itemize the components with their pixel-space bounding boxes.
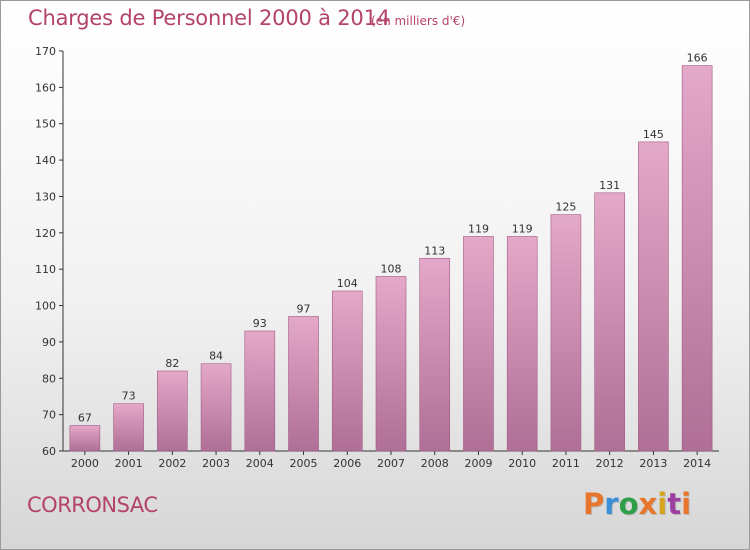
y-tick-label: 140 — [35, 154, 56, 167]
x-tick-label: 2007 — [377, 457, 405, 470]
y-tick-label: 90 — [42, 336, 56, 349]
x-tick-label: 2005 — [290, 457, 318, 470]
bar-2007 — [375, 276, 407, 452]
data-label: 73 — [122, 390, 136, 403]
y-tick-label: 170 — [35, 45, 56, 58]
proxiti-logo[interactable]: Proxiti — [583, 487, 691, 521]
data-label: 104 — [337, 277, 358, 290]
y-tick-label: 150 — [35, 118, 56, 131]
data-label: 82 — [165, 357, 179, 370]
x-tick-label: 2000 — [71, 457, 99, 470]
x-tick-label: 2014 — [683, 457, 711, 470]
bars: 67 73 82 84 93 97 104 108 113 119 119 125 131 145 166 — [69, 52, 713, 452]
bar-2008 — [419, 257, 451, 452]
chart-subtitle: (en milliers d'€) — [371, 14, 466, 28]
x-tick-label: 2011 — [552, 457, 580, 470]
bar-2000 — [69, 425, 101, 452]
bar-2004 — [244, 330, 276, 452]
data-label: 108 — [381, 262, 402, 275]
data-label: 113 — [424, 244, 445, 257]
bar-2012 — [594, 192, 625, 452]
bar-2003 — [200, 363, 232, 452]
bar-2014 — [681, 65, 713, 452]
data-label: 119 — [468, 222, 489, 235]
y-tick-label: 60 — [42, 445, 56, 458]
bar-2010 — [506, 236, 538, 452]
bar-2001 — [113, 403, 144, 452]
y-tick-label: 70 — [42, 409, 56, 422]
data-label: 84 — [209, 350, 223, 363]
bar-2005 — [288, 316, 319, 452]
data-label: 131 — [599, 179, 620, 192]
y-tick-label: 110 — [35, 263, 56, 276]
y-tick-label: 120 — [35, 227, 56, 240]
y-tick-label: 80 — [42, 372, 56, 385]
x-tick-label: 2001 — [115, 457, 143, 470]
data-label: 67 — [78, 412, 92, 425]
bar-2011 — [550, 214, 582, 452]
data-label: 125 — [555, 201, 576, 214]
logo-letter: i — [657, 487, 668, 521]
data-label: 97 — [297, 302, 311, 315]
logo-letter: r — [604, 487, 619, 521]
bar-2006 — [331, 290, 363, 452]
logo-letter: o — [618, 487, 639, 521]
bar-2013 — [638, 141, 669, 452]
y-tick-label: 160 — [35, 81, 56, 94]
data-label: 119 — [512, 222, 533, 235]
y-tick-label: 100 — [35, 300, 56, 313]
data-label: 145 — [643, 128, 664, 141]
x-tick-label: 2002 — [158, 457, 186, 470]
logo-letter: P — [583, 487, 605, 521]
data-label: 166 — [687, 52, 708, 65]
logo-letter: t — [667, 487, 682, 521]
x-tick-label: 2004 — [246, 457, 274, 470]
x-tick-label: 2010 — [508, 457, 536, 470]
x-tick-label: 2012 — [596, 457, 624, 470]
x-tick-label: 2009 — [464, 457, 492, 470]
bar-2002 — [157, 370, 188, 452]
logo-letter: i — [681, 487, 692, 521]
x-tick-label: 2008 — [421, 457, 449, 470]
x-tick-label: 2006 — [333, 457, 361, 470]
y-tick-label: 130 — [35, 190, 56, 203]
data-label: 93 — [253, 317, 267, 330]
commune-name: CORRONSAC — [27, 493, 158, 517]
x-tick-label: 2013 — [639, 457, 667, 470]
axes: 60 70 80 90 100 110 120 130 140 150 160 170 2000 2001… — [35, 45, 719, 470]
chart-title: Charges de Personnel 2000 à 2014 — [28, 6, 390, 30]
x-tick-label: 2003 — [202, 457, 230, 470]
bar-2009 — [463, 236, 494, 452]
logo-letter: x — [638, 487, 658, 521]
